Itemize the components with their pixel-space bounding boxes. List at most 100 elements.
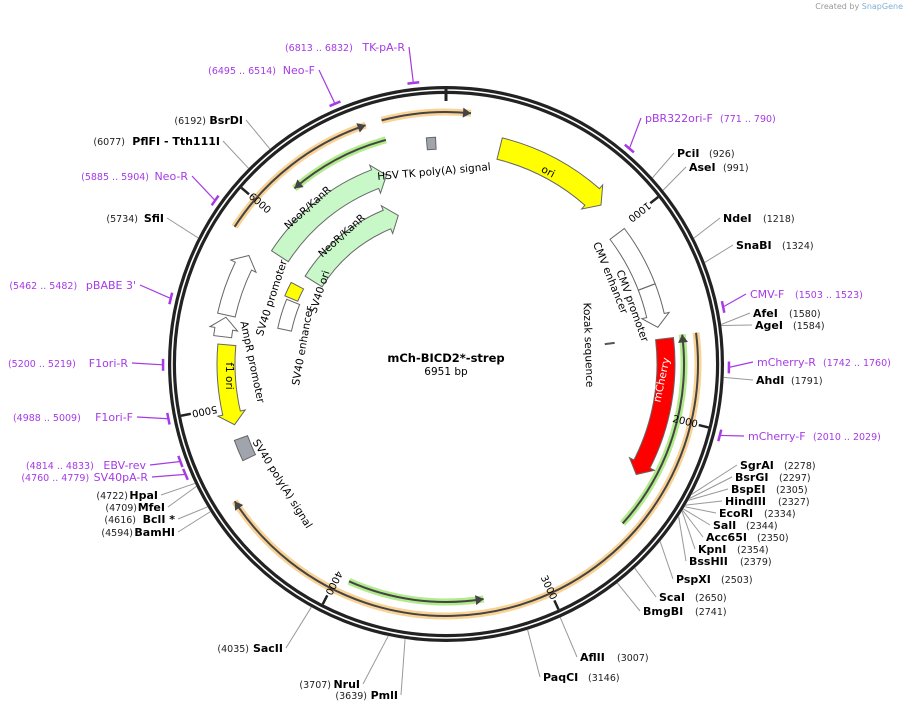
hsv-tk-poly-a-signal-feature[interactable]: [425, 136, 437, 151]
site-leader-line: [160, 482, 196, 496]
restriction-site-name[interactable]: PciI: [677, 147, 699, 160]
restriction-site-position: (4709): [105, 503, 137, 514]
primer-leader-line: [139, 284, 171, 299]
restriction-site-position: (2379): [740, 557, 772, 568]
site-leader-line: [691, 464, 738, 495]
restriction-site-name[interactable]: NruI: [333, 678, 360, 691]
f1-ori-feature[interactable]: [216, 343, 247, 426]
primer-name[interactable]: SV40pA-R: [94, 471, 149, 484]
sv40-poly-a-signal-feature[interactable]: [233, 435, 257, 462]
primer-name[interactable]: Neo-F: [283, 64, 315, 77]
site-leader-line: [685, 500, 723, 506]
restriction-site-position: (5734): [106, 214, 138, 225]
primer-mark: [720, 300, 726, 313]
site-leader-line: [167, 485, 197, 508]
cmv-promoter-feature[interactable]: [637, 283, 671, 328]
restriction-site-name[interactable]: BssHII: [689, 555, 728, 568]
kozak-sequence-mark[interactable]: [604, 341, 615, 346]
ampr-promoter-feature[interactable]: [208, 316, 239, 339]
annotation-track-line[interactable]: [621, 334, 685, 525]
restriction-site-name[interactable]: PmlI: [371, 689, 398, 702]
primer-name[interactable]: pBR322ori-F: [645, 112, 713, 125]
primer-name[interactable]: Neo-R: [154, 170, 188, 183]
restriction-site-name[interactable]: PspXI: [676, 573, 711, 586]
primer-mark: [168, 292, 174, 305]
restriction-site-name[interactable]: AseI: [689, 161, 716, 174]
primer-range: (1742 .. 1760): [823, 358, 891, 369]
mcherry-feature[interactable]: [628, 337, 676, 476]
restriction-site-name[interactable]: EcoRI: [719, 507, 753, 520]
primer-leader-line: [408, 46, 414, 83]
annotation-track-line[interactable]: [348, 580, 484, 603]
restriction-site-position: (6192): [174, 116, 206, 127]
primer-leader-line: [149, 460, 181, 466]
restriction-site-name[interactable]: BclI *: [143, 513, 176, 526]
restriction-site-name[interactable]: BmgBI: [643, 605, 683, 618]
restriction-site-position: (1324): [782, 241, 814, 252]
primer-name[interactable]: pBABE 3': [86, 279, 136, 292]
restriction-site-name[interactable]: SnaBI: [736, 239, 772, 252]
restriction-site-name[interactable]: MfeI: [138, 501, 165, 514]
credit-brand: SnapGene: [861, 2, 903, 11]
restriction-site-name[interactable]: BsrDI: [209, 114, 243, 127]
snapgene-credit: Created by SnapGene: [815, 2, 903, 11]
restriction-site-name[interactable]: SalI: [713, 519, 736, 532]
restriction-site-name[interactable]: PflFI - Tth111I: [132, 135, 220, 148]
restriction-site-name[interactable]: ScaI: [659, 591, 685, 604]
sv40-ori-feature[interactable]: [284, 281, 305, 302]
restriction-site-name[interactable]: Acc65I: [706, 531, 747, 544]
restriction-site-position: (2350): [757, 533, 789, 544]
primer-leader-line: [191, 175, 216, 201]
restriction-site-position: (2344): [746, 521, 778, 532]
restriction-site-name[interactable]: BspEI: [731, 483, 765, 496]
primer-mark: [624, 143, 635, 154]
primer-name[interactable]: mCherry-F: [748, 430, 806, 443]
neor-kanr-feature[interactable]: [270, 163, 388, 263]
tick-mark: [553, 599, 560, 610]
restriction-site-name[interactable]: BamHI: [134, 526, 175, 539]
primer-name[interactable]: TK-pA-R: [361, 41, 405, 54]
restriction-site-position: (4594): [101, 528, 133, 539]
backbone-ring: [168, 86, 724, 642]
restriction-site-name[interactable]: HindIII: [725, 495, 766, 508]
primer-name[interactable]: EBV-rev: [103, 459, 146, 472]
restriction-site-name[interactable]: SgrAI: [740, 459, 774, 472]
annotation-track-line[interactable]: [233, 124, 366, 228]
restriction-site-name[interactable]: HpaI: [129, 489, 158, 502]
annotation-track-line[interactable]: [233, 332, 699, 617]
tick-mark: [698, 423, 709, 429]
restriction-site-name[interactable]: AhdI: [756, 374, 784, 387]
primer-name[interactable]: mCherry-R: [757, 356, 816, 369]
primer-name[interactable]: CMV-F: [750, 288, 784, 301]
restriction-site-name[interactable]: AfeI: [753, 307, 778, 320]
primer-name[interactable]: F1ori-R: [89, 357, 129, 370]
sv40-promoter-feature[interactable]: [217, 254, 257, 318]
annotation-track-line[interactable]: [293, 138, 387, 190]
site-leader-line: [177, 506, 208, 520]
restriction-site-name[interactable]: KpnI: [698, 543, 726, 556]
restriction-site-name[interactable]: AflII: [580, 651, 605, 664]
sv40-enhancer-feature[interactable]: [277, 298, 301, 332]
tick-mark: [649, 196, 659, 205]
restriction-site-name[interactable]: NdeI: [723, 212, 752, 225]
primer-range: (4988 .. 5009): [13, 413, 81, 424]
tick-mark: [321, 594, 329, 605]
restriction-site-name[interactable]: AgeI: [755, 319, 783, 332]
site-leader-line: [245, 119, 271, 150]
restriction-site-name[interactable]: PaqCI: [543, 671, 578, 684]
primer-name[interactable]: F1ori-F: [95, 411, 133, 424]
primer-range: (5885 .. 5904): [81, 172, 149, 183]
site-leader-line: [222, 140, 249, 169]
primer-leader-line: [722, 293, 747, 308]
kozak-sequence-label: Kozak sequence: [581, 302, 596, 387]
restriction-site-name[interactable]: SfiI: [144, 212, 164, 225]
restriction-site-name[interactable]: SacII: [253, 642, 283, 655]
neor-kanr-feature[interactable]: [304, 204, 399, 288]
plasmid-length: 6951 bp: [424, 366, 468, 378]
restriction-site-name[interactable]: BsrGI: [735, 471, 768, 484]
primer-leader-line: [628, 117, 642, 149]
restriction-site-position: (4616): [104, 515, 136, 526]
site-leader-line: [723, 376, 754, 381]
ori-feature[interactable]: [496, 137, 604, 210]
